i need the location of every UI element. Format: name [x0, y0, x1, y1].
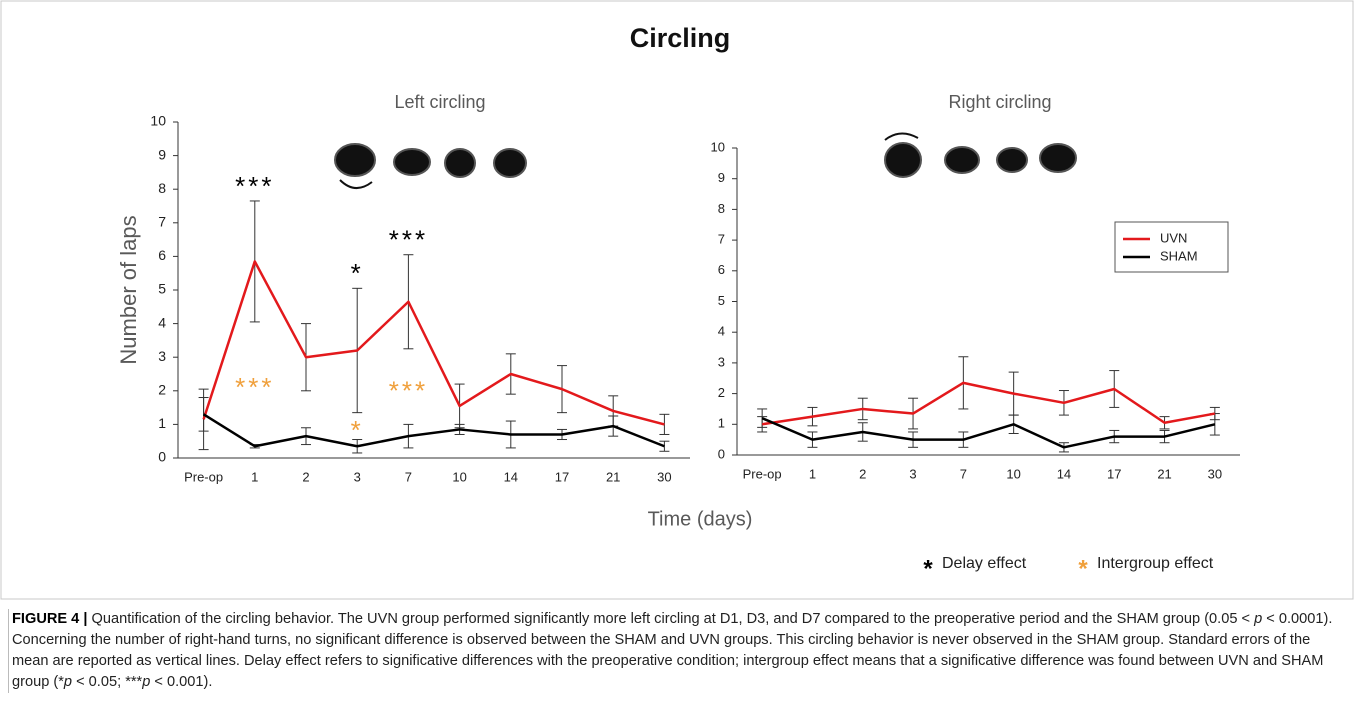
y-tick-label: 9 [718, 170, 725, 185]
x-tick-label: 30 [657, 469, 671, 484]
y-tick-label: 4 [718, 324, 725, 339]
significance-mark: *** [389, 225, 428, 255]
chart-area: Circling Number of laps Time (days) Left… [0, 0, 1354, 600]
x-tick-label: 1 [809, 466, 816, 481]
caption-text: < 0.05; *** [72, 674, 143, 690]
caption-text: p [1254, 611, 1263, 627]
y-tick-label: 2 [718, 385, 725, 400]
y-tick-label: 3 [718, 354, 725, 369]
x-axis-label: Time (days) [648, 508, 753, 530]
caption: FIGURE 4 | Quantification of the circlin… [8, 609, 1348, 693]
x-tick-label: Pre-op [743, 466, 782, 481]
x-tick-label: 3 [354, 469, 361, 484]
y-tick-label: 7 [718, 232, 725, 247]
significance-mark: *** [235, 171, 274, 201]
caption-text: < 0.001). [150, 674, 213, 690]
y-tick-label: 6 [158, 247, 166, 263]
y-tick-label: 10 [150, 113, 166, 129]
y-tick-label: 3 [158, 348, 166, 364]
y-tick-label: 4 [158, 314, 166, 330]
series-line [202, 260, 665, 426]
y-tick-label: 6 [718, 262, 725, 277]
rat-icons-right [884, 132, 1077, 178]
y-tick-label: 2 [158, 382, 166, 398]
x-tick-label: 7 [960, 466, 967, 481]
x-tick-label: 2 [859, 466, 866, 481]
x-tick-label: 30 [1208, 466, 1222, 481]
significance-mark: *** [389, 375, 428, 405]
x-tick-label: 10 [452, 469, 466, 484]
y-tick-label: 1 [718, 416, 725, 431]
x-tick-label: 14 [504, 469, 518, 484]
x-tick-label: 17 [1107, 466, 1121, 481]
series-line [202, 413, 665, 448]
x-tick-label: Pre-op [184, 469, 223, 484]
legend-label: UVN [1160, 230, 1187, 245]
y-tick-label: 5 [718, 293, 725, 308]
y-tick-label: 0 [158, 449, 166, 465]
y-tick-label: 9 [158, 146, 166, 162]
x-tick-label: 14 [1057, 466, 1071, 481]
y-tick-label: 5 [158, 281, 166, 297]
significance-mark: * [351, 415, 364, 445]
y-tick-label: 7 [158, 214, 166, 230]
x-tick-label: 3 [909, 466, 916, 481]
y-tick-label: 0 [718, 446, 725, 461]
effect-label: Intergroup effect [1097, 555, 1214, 572]
x-tick-label: 10 [1006, 466, 1020, 481]
y-tick-label: 1 [158, 415, 166, 431]
y-tick-label: 8 [718, 201, 725, 216]
effect-label: Delay effect [942, 555, 1027, 572]
series-line [761, 417, 1216, 449]
y-tick-label: 10 [711, 139, 725, 154]
caption-text: Quantification of the circling behavior.… [87, 611, 1255, 627]
effect-symbol: * [1078, 555, 1088, 582]
effect-symbol: * [923, 555, 933, 582]
y-tick-label: 8 [158, 180, 166, 196]
rat-icons-left [334, 143, 527, 189]
x-tick-label: 17 [555, 469, 569, 484]
caption-text: p [142, 674, 151, 690]
frame [0, 0, 1354, 600]
x-tick-label: 7 [405, 469, 412, 484]
significance-mark: * [351, 258, 364, 288]
x-tick-label: 1 [251, 469, 258, 484]
legend-label: SHAM [1160, 248, 1198, 263]
x-tick-label: 21 [1157, 466, 1171, 481]
caption-text: p [63, 674, 73, 690]
chart-subtitle: Left circling [394, 92, 485, 112]
y-axis-label: Number of laps [116, 215, 141, 364]
series-line [761, 381, 1216, 426]
legend-box [1114, 221, 1229, 273]
caption-text: < 0.0001). Concerning the number of righ… [12, 611, 1333, 690]
x-tick-label: 2 [302, 469, 309, 484]
figure-title: Circling [630, 23, 731, 53]
chart-subtitle: Right circling [948, 92, 1051, 112]
x-tick-label: 21 [606, 469, 620, 484]
significance-mark: *** [235, 372, 274, 402]
caption-label: FIGURE 4 | [12, 611, 88, 627]
